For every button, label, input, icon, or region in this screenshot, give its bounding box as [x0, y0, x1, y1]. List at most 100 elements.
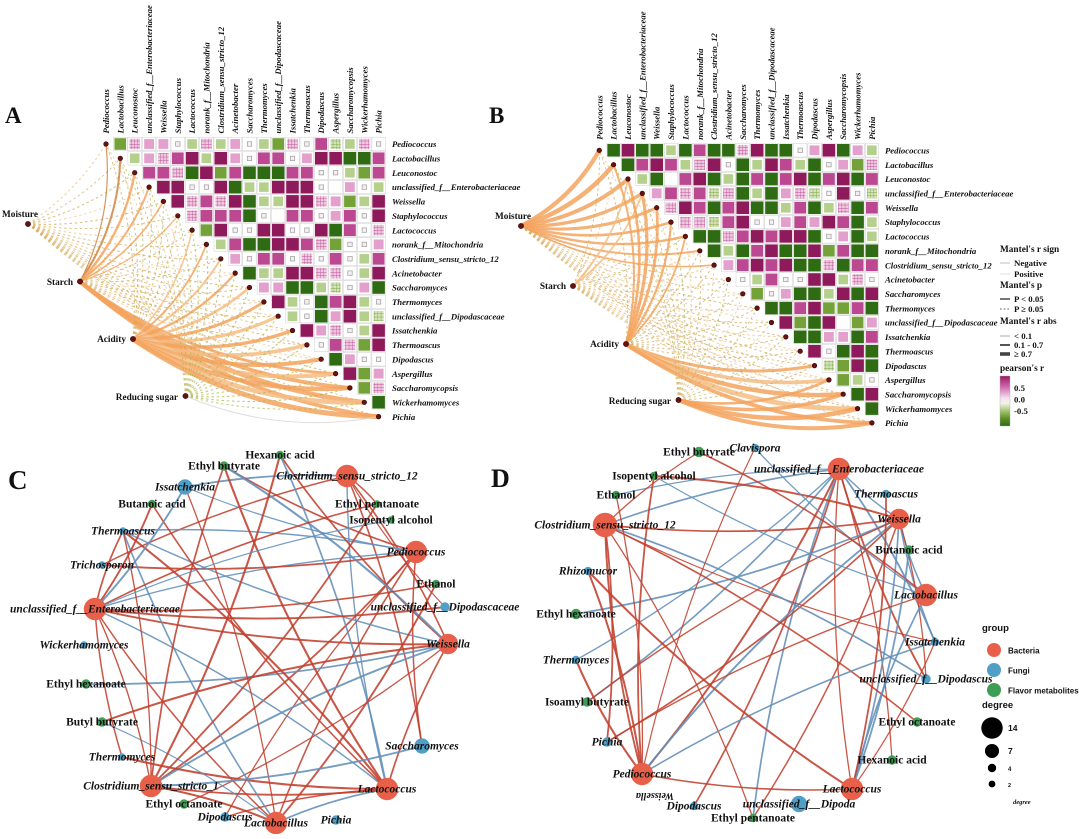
svg-text:Issatchenkia: Issatchenkia: [884, 332, 931, 342]
svg-text:Mantel's r sign: Mantel's r sign: [1000, 245, 1060, 255]
svg-text:Ethyl pentanoate: Ethyl pentanoate: [711, 813, 795, 825]
svg-text:Acinetobacter: Acinetobacter: [884, 275, 935, 285]
svg-text:7: 7: [1008, 746, 1013, 756]
svg-text:Lactococcus: Lactococcus: [357, 784, 417, 796]
svg-text:Saccharomyces: Saccharomyces: [885, 289, 941, 299]
svg-text:Wickerhamomyces: Wickerhamomyces: [853, 72, 863, 140]
svg-text:Starch: Starch: [47, 278, 74, 288]
svg-text:Saccharomyces: Saccharomyces: [245, 77, 255, 133]
svg-text:unclassified_f__Dipoda: unclassified_f__Dipoda: [743, 799, 856, 811]
svg-text:degree: degree: [982, 700, 1013, 711]
svg-text:Leuconostoc: Leuconostoc: [391, 168, 438, 178]
svg-text:0.5: 0.5: [1014, 383, 1026, 393]
svg-text:Saccharomycopsis: Saccharomycopsis: [838, 73, 848, 140]
svg-text:Weissella: Weissella: [885, 203, 919, 213]
svg-text:Weissella: Weissella: [636, 790, 674, 801]
svg-text:0.1 - 0.7: 0.1 - 0.7: [1014, 340, 1044, 350]
svg-text:unclassified_f__Enterobacteria: unclassified_f__Enterobacteriaceae: [392, 182, 521, 192]
svg-text:Ethanol: Ethanol: [597, 490, 636, 502]
svg-text:unclassified_f__Dipodascus: unclassified_f__Dipodascus: [860, 674, 993, 686]
svg-text:Dipodascus: Dipodascus: [884, 361, 927, 371]
svg-text:Isopentyl alcohol: Isopentyl alcohol: [612, 471, 695, 483]
svg-text:Pichia: Pichia: [592, 737, 623, 749]
svg-text:Lactobacillus: Lactobacillus: [391, 154, 441, 164]
svg-text:Saccharomycopsis: Saccharomycopsis: [392, 383, 459, 393]
svg-text:Lactobacillus: Lactobacillus: [893, 590, 958, 602]
svg-text:Lactobacillus: Lactobacillus: [115, 85, 125, 135]
svg-text:Clostridium_sensu_stricto_12: Clostridium_sensu_stricto_12: [885, 260, 992, 270]
svg-text:Pediococcus: Pediococcus: [101, 88, 111, 133]
svg-text:Pediococcus: Pediococcus: [613, 769, 672, 781]
svg-text:Saccharomycopsis: Saccharomycopsis: [345, 67, 355, 134]
svg-text:Acinetobacter: Acinetobacter: [230, 83, 240, 134]
svg-text:Lactobacillus: Lactobacillus: [243, 818, 308, 830]
svg-text:Ethyl octanoate: Ethyl octanoate: [879, 717, 956, 729]
svg-text:Bacteria: Bacteria: [1008, 647, 1040, 656]
svg-text:Reducing sugar: Reducing sugar: [609, 397, 671, 407]
svg-text:unclassified_f__Dipodascaceae: unclassified_f__Dipodascaceae: [885, 318, 998, 328]
svg-text:Lactobacillus: Lactobacillus: [884, 160, 934, 170]
svg-text:Butyl butyrate: Butyl butyrate: [66, 717, 138, 729]
svg-text:Weissella: Weissella: [652, 106, 662, 140]
svg-text:Starch: Starch: [540, 282, 567, 292]
svg-text:P ≥ 0.05: P ≥ 0.05: [1014, 304, 1044, 314]
svg-text:Trichosporon: Trichosporon: [70, 560, 134, 572]
svg-text:≥ 0.7: ≥ 0.7: [1014, 349, 1033, 359]
svg-text:Reducing sugar: Reducing sugar: [116, 393, 178, 403]
svg-text:Pediococcus: Pediococcus: [392, 139, 437, 149]
svg-text:degree: degree: [1013, 799, 1031, 806]
svg-text:Moisture: Moisture: [495, 212, 531, 222]
svg-text:Aspergillus: Aspergillus: [331, 92, 341, 134]
svg-text:P < 0.05: P < 0.05: [1014, 294, 1044, 304]
svg-text:Rhizomucor: Rhizomucor: [558, 566, 618, 578]
svg-text:2: 2: [1008, 783, 1011, 789]
svg-text:Dipodascus: Dipodascus: [316, 91, 326, 134]
svg-text:Lactococcus: Lactococcus: [822, 784, 882, 796]
svg-text:Ethyl hexanoate: Ethyl hexanoate: [46, 679, 126, 691]
svg-text:Clostridium_sensu_stricto_12: Clostridium_sensu_stricto_12: [216, 26, 226, 133]
svg-text:Hexanoic acid: Hexanoic acid: [245, 450, 315, 462]
svg-text:Pichia: Pichia: [374, 110, 384, 134]
svg-text:unclassified_f__Enterobacteria: unclassified_f__Enterobacteriaceae: [144, 5, 154, 134]
svg-text:norank_f__Mitochondria: norank_f__Mitochondria: [201, 42, 211, 134]
svg-text:unclassified_f__Dipodascaceae: unclassified_f__Dipodascaceae: [392, 311, 505, 321]
svg-text:14: 14: [1008, 723, 1018, 733]
svg-text:Aspergillus: Aspergillus: [391, 369, 433, 379]
svg-text:C: C: [8, 465, 28, 495]
svg-text:Wickerhamomyces: Wickerhamomyces: [359, 66, 369, 134]
svg-text:Flavor metabolites: Flavor metabolites: [1008, 687, 1079, 696]
svg-text:Fungi: Fungi: [1008, 667, 1030, 676]
svg-text:Isopentyl alcohol: Isopentyl alcohol: [349, 515, 432, 527]
svg-text:Wickerhamomyces: Wickerhamomyces: [392, 398, 460, 408]
svg-text:Thermoascus: Thermoascus: [885, 346, 934, 356]
svg-text:Acinetobacter: Acinetobacter: [723, 89, 733, 140]
svg-text:Hexanoic acid: Hexanoic acid: [857, 755, 927, 767]
svg-text:Wickerhamomyces: Wickerhamomyces: [39, 640, 129, 652]
svg-text:Clostridium_sensu_stricto_12: Clostridium_sensu_stricto_12: [392, 254, 499, 264]
svg-text:unclassified_f__Enterobacteria: unclassified_f__Enterobacteriaceae: [637, 11, 647, 140]
svg-text:Saccharomyces: Saccharomyces: [738, 84, 748, 140]
svg-text:Weissella: Weissella: [426, 639, 470, 651]
svg-text:Leuconostoc: Leuconostoc: [130, 88, 140, 135]
svg-text:norank_f__Mitochondria: norank_f__Mitochondria: [885, 246, 977, 256]
svg-text:Thermomyces: Thermomyces: [752, 89, 762, 140]
svg-text:Lactobacillus: Lactobacillus: [609, 91, 619, 141]
svg-text:Ethyl pentanoate: Ethyl pentanoate: [335, 499, 419, 511]
svg-text:Thermoascus: Thermoascus: [91, 526, 155, 538]
svg-text:Ethanol: Ethanol: [417, 579, 456, 591]
svg-text:Isoamyl butyrate: Isoamyl butyrate: [545, 697, 629, 709]
svg-text:Saccharomycopsis: Saccharomycopsis: [885, 389, 952, 399]
svg-text:Thermoascus: Thermoascus: [795, 91, 805, 140]
svg-text:Lactococcus: Lactococcus: [391, 225, 437, 235]
svg-text:Thermomyces: Thermomyces: [89, 752, 156, 764]
svg-text:Issatchenkia: Issatchenkia: [391, 326, 438, 336]
svg-text:D: D: [491, 464, 510, 493]
svg-text:Issatchenkia: Issatchenkia: [904, 637, 965, 649]
svg-text:unclassified_f__Dipodascaceae: unclassified_f__Dipodascaceae: [767, 27, 777, 140]
svg-text:Issatchenkia: Issatchenkia: [781, 94, 791, 141]
svg-text:0.0: 0.0: [1014, 395, 1026, 405]
svg-text:norank_f__Mitochondria: norank_f__Mitochondria: [392, 240, 484, 250]
svg-text:Butanoic acid: Butanoic acid: [118, 499, 186, 511]
svg-text:Thermomyces: Thermomyces: [885, 303, 936, 313]
svg-text:unclassified_f__Dipodascaceae: unclassified_f__Dipodascaceae: [371, 602, 520, 614]
